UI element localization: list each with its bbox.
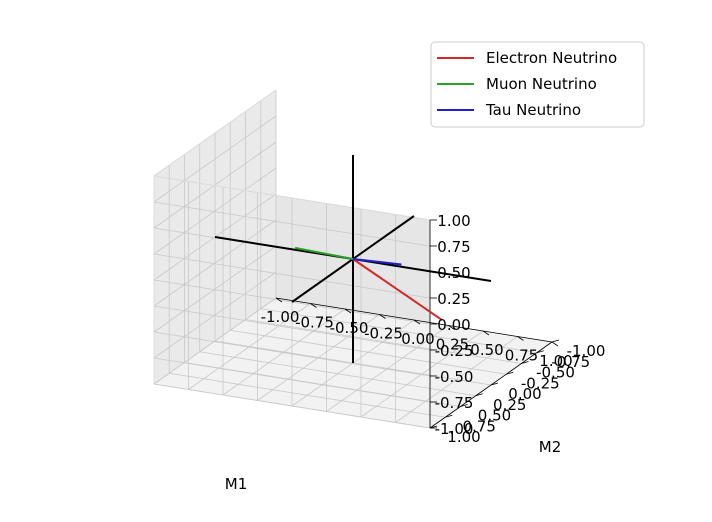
- z-tick-label: 0.25: [437, 290, 470, 308]
- y-axis-line: [429, 341, 553, 429]
- z-tick-label: 0.75: [437, 238, 470, 256]
- x-tick: [344, 308, 352, 314]
- x-tick: [551, 341, 559, 347]
- x-tick-label: 1.00: [539, 352, 572, 370]
- x-tick: [482, 330, 490, 336]
- x-tick: [379, 314, 386, 319]
- legend: Electron Neutrino Muon Neutrino Tau Neutri…: [430, 41, 645, 128]
- legend-label: Electron Neutrino: [486, 49, 617, 67]
- y-axis-label: M2: [539, 438, 562, 456]
- x-tick-label: -0.50: [330, 319, 369, 337]
- x-axis-label: M1: [225, 475, 248, 493]
- legend-box: [430, 41, 645, 128]
- x-tick: [413, 319, 421, 325]
- y-tick-label: 0.50: [478, 407, 511, 425]
- grid-line: [153, 201, 431, 247]
- z-tick-label: -0.75: [435, 394, 474, 412]
- pane-edge: [153, 89, 277, 177]
- series-line: [352, 258, 443, 321]
- legend-label: Tau Neutrino: [485, 101, 581, 119]
- grid-line: [326, 325, 449, 412]
- y-tick: [551, 339, 560, 343]
- pane-edge: [153, 175, 431, 221]
- grid-line: [153, 383, 431, 429]
- grid-line: [360, 330, 484, 418]
- z-tick-label: -0.50: [435, 368, 474, 386]
- y-tick-label: 0.75: [463, 417, 496, 435]
- x-tick: [448, 325, 455, 330]
- y-tick-label: -0.50: [536, 364, 575, 382]
- tick-marks: [275, 219, 560, 429]
- z-tick-label: 0.00: [437, 316, 470, 334]
- tick-labels: -1.00-1.00-1.00-0.75-0.75-0.75-0.50-0.50…: [261, 212, 606, 446]
- x-tick-label: -0.25: [364, 325, 403, 343]
- z-tick-label: 0.50: [437, 264, 470, 282]
- grid-line: [169, 372, 446, 418]
- grid-line: [153, 167, 277, 255]
- x-tick: [310, 303, 317, 308]
- x-tick-label: 0.75: [505, 347, 538, 365]
- z-tick-label: -0.25: [435, 342, 474, 360]
- y-tick-label: 0.00: [508, 385, 541, 403]
- series-line: [294, 246, 354, 260]
- x-tick-label: 0.25: [436, 336, 469, 354]
- x-tick-label: -0.75: [295, 314, 334, 332]
- grid-line: [184, 362, 461, 407]
- grid-line: [395, 336, 518, 423]
- y-tick-label: 1.00: [447, 428, 480, 446]
- grid-lines: [153, 89, 553, 429]
- grid-line: [153, 141, 277, 229]
- x-tick: [275, 297, 283, 303]
- y-tick-label: -1.00: [567, 342, 606, 360]
- legend-label: Muon Neutrino: [486, 75, 597, 93]
- x-tick: [517, 336, 524, 341]
- z-tick-label: 1.00: [437, 212, 470, 230]
- series-lines: [294, 246, 443, 321]
- y-tick-label: -0.25: [521, 374, 560, 392]
- series-line: [352, 258, 402, 266]
- x-axis-line: [275, 297, 553, 343]
- grid-line: [153, 115, 277, 203]
- y-tick-label: 0.25: [493, 396, 526, 414]
- x-tick-label: -1.00: [261, 308, 300, 326]
- y-tick-label: -0.75: [551, 353, 590, 371]
- axis-edges: [153, 89, 431, 384]
- x-tick-label: 0.50: [470, 341, 503, 359]
- z-tick-label: -1.00: [435, 420, 474, 438]
- x-tick-label: 0.00: [401, 330, 434, 348]
